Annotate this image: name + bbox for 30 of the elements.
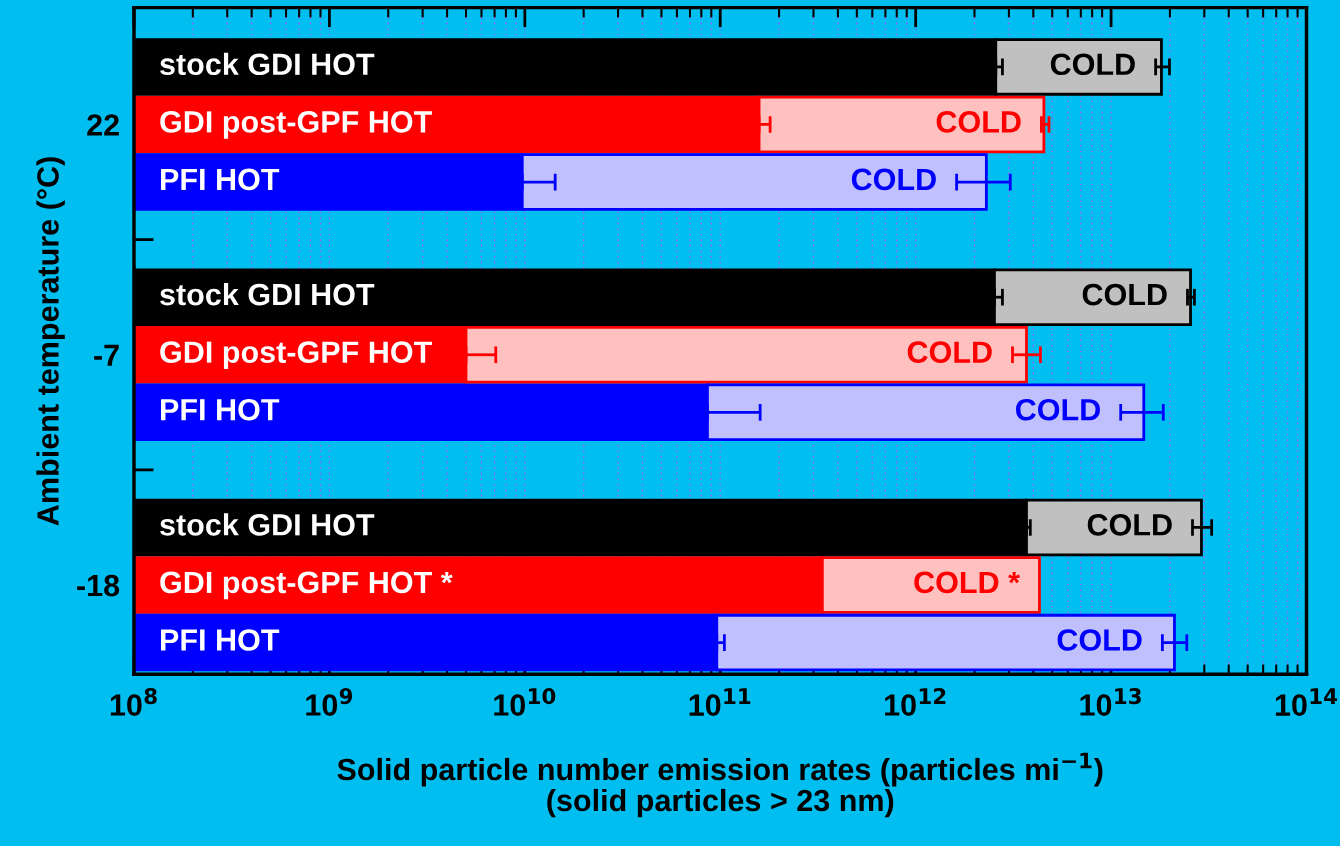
x-tick-label: 10$^{10}$ bbox=[494, 688, 556, 716]
data-label: PFI HOT bbox=[161, 398, 280, 421]
data-label: GDI post-GPF HOT * bbox=[160, 571, 453, 600]
x-tick-label: 10$^{12}$ bbox=[885, 688, 946, 716]
data-label: COLD * bbox=[914, 571, 1020, 594]
data-label: COLD bbox=[936, 111, 1021, 133]
data-label: COLD bbox=[1015, 398, 1100, 421]
data-label: GDI post-GPF HOT bbox=[160, 341, 432, 369]
y-tick-label: -7 bbox=[94, 344, 119, 366]
y-tick-label: 22 bbox=[87, 114, 119, 136]
data-label: PFI HOT bbox=[161, 168, 280, 191]
data-label: GDI post-GPF HOT bbox=[160, 111, 432, 139]
text: Solid particle number emission rates (particles mi$^{−1}$) (solid particles > 23 nm) bbox=[337, 752, 1103, 818]
data-label: COLD bbox=[907, 341, 992, 363]
x-tick-label: 10$^{14}$ bbox=[1275, 688, 1338, 716]
data-label: stock GDI HOT bbox=[160, 52, 375, 76]
data-label: COLD bbox=[1087, 514, 1172, 536]
x-tick-label: 10$^{8}$ bbox=[110, 688, 157, 716]
data-label: PFI HOT bbox=[161, 629, 280, 651]
data-label: stock GDI HOT bbox=[160, 513, 375, 536]
y-axis-title: Ambient temperature (°C) bbox=[36, 157, 65, 526]
data-label: COLD bbox=[851, 168, 936, 191]
data-label: COLD bbox=[1082, 283, 1167, 306]
x-tick-label: 10$^{13}$ bbox=[1080, 688, 1141, 716]
y-tick-label: -18 bbox=[77, 574, 120, 597]
data-label: COLD bbox=[1057, 629, 1142, 651]
x-tick-label: 10$^{11}$ bbox=[689, 688, 751, 716]
data-label: COLD bbox=[1050, 53, 1135, 76]
data-label: stock GDI HOT bbox=[160, 282, 375, 306]
x-tick-label: 10$^{9}$ bbox=[306, 688, 353, 716]
